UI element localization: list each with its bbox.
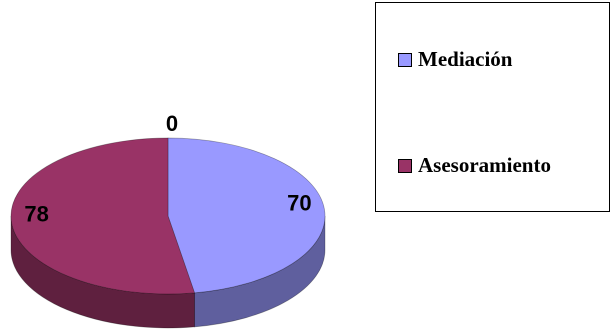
legend-item-mediacion: Mediación <box>398 47 513 72</box>
pie-slice-1 <box>10 137 196 295</box>
legend-swatch-asesoramiento <box>398 158 412 173</box>
pie-top <box>10 137 326 295</box>
data-label-1: 78 <box>24 201 48 226</box>
legend: Mediación Asesoramiento <box>375 2 610 212</box>
pie-slice-0 <box>167 137 326 294</box>
data-label-0: 70 <box>287 190 311 215</box>
legend-item-asesoramiento: Asesoramiento <box>398 153 551 178</box>
pie-labels: 0 70 78 <box>24 111 311 226</box>
top-data-label: 0 <box>166 111 178 136</box>
legend-swatch-mediacion <box>398 52 412 67</box>
legend-label-asesoramiento: Asesoramiento <box>418 153 551 177</box>
legend-label-mediacion: Mediación <box>418 47 513 71</box>
